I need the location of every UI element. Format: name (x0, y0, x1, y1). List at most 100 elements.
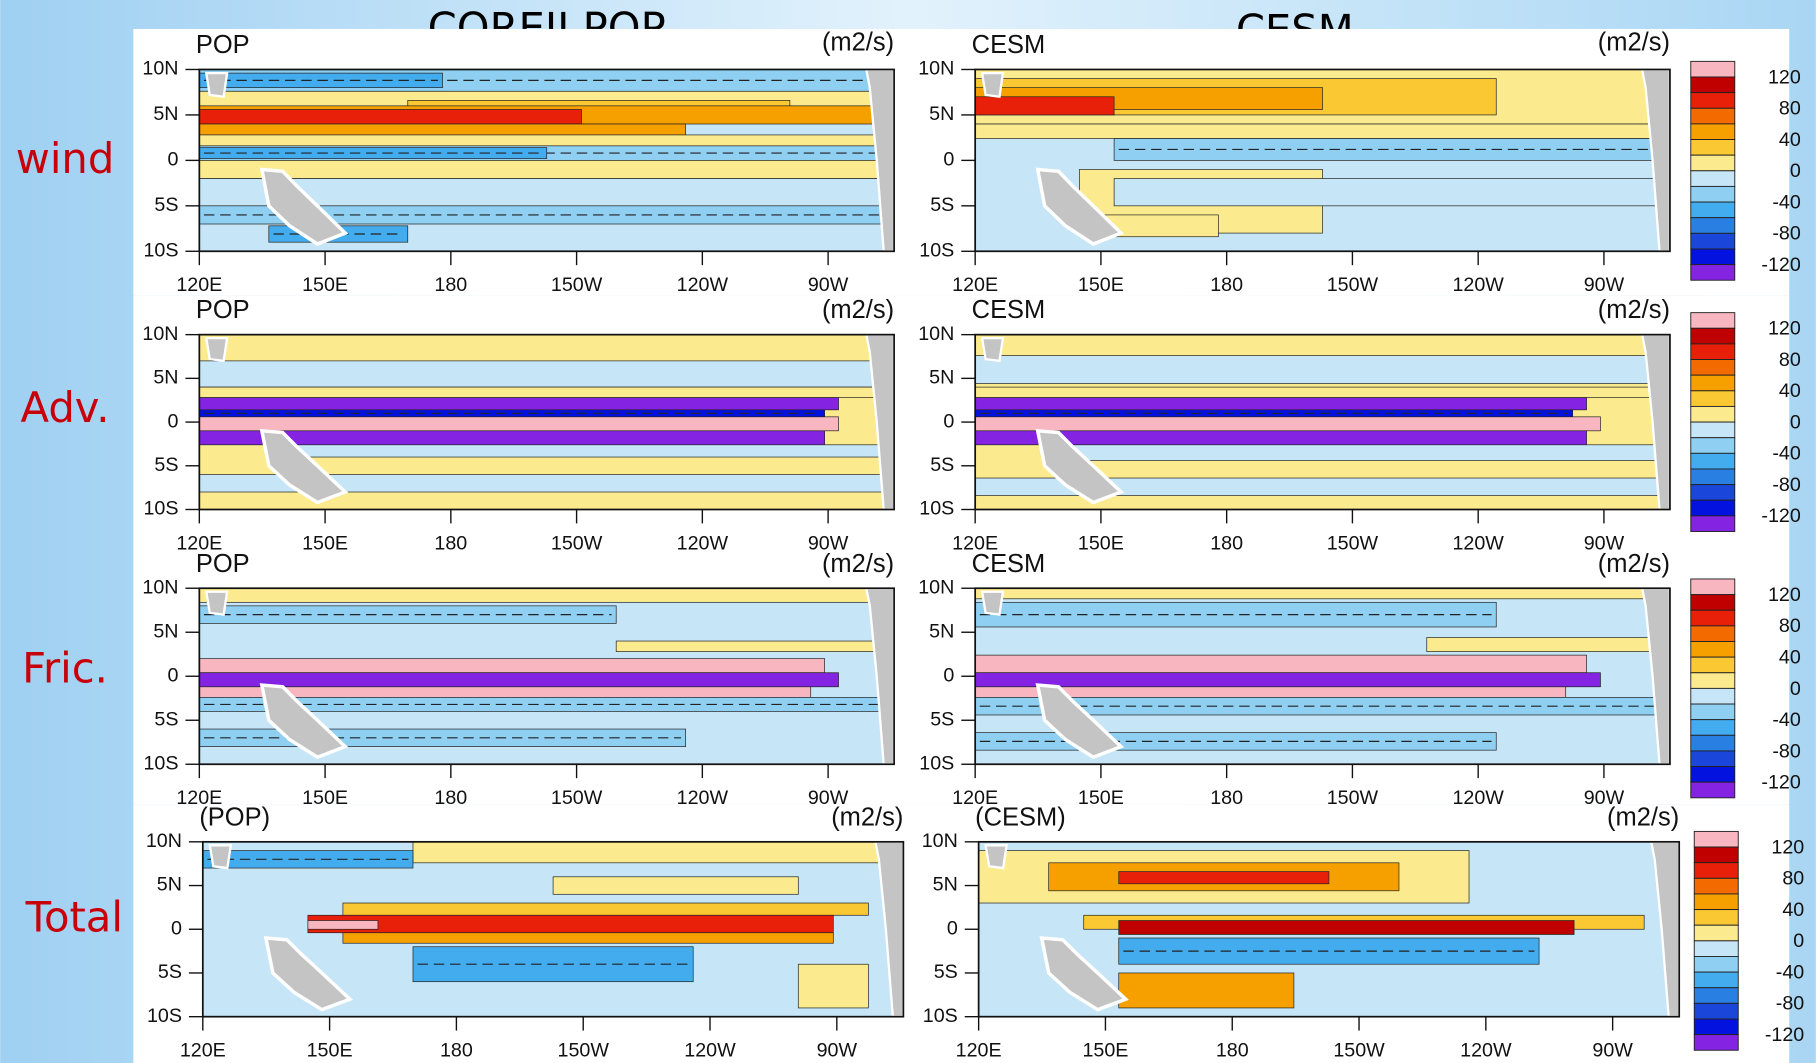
lat-label: 10N (142, 323, 178, 345)
slide: COREII POP CESM windPOP(m2/s)10N5N05S10S… (0, 0, 1816, 1063)
land (210, 845, 231, 868)
lon-label: 120W (684, 1040, 736, 1062)
contour-band (199, 124, 685, 135)
contour-band (1119, 872, 1329, 884)
contour-band (975, 124, 1670, 139)
colorbar-box (1691, 328, 1735, 344)
colorbar-box (1694, 1019, 1738, 1035)
colorbar-box (1691, 642, 1735, 658)
contour-band (199, 673, 838, 687)
colorbar-box (1691, 438, 1735, 454)
row-label: Adv. (21, 383, 110, 432)
colorbar-box (1691, 406, 1735, 422)
lat-label: 10N (922, 830, 958, 852)
lat-label: 5N (929, 367, 954, 389)
colorbar-box (1691, 233, 1735, 249)
lat-label: 0 (947, 917, 958, 939)
contour-band (798, 964, 868, 1008)
land (206, 592, 227, 615)
colorbar-box (1691, 171, 1735, 187)
units: (m2/s) (822, 29, 894, 57)
contour-band (1114, 139, 1670, 161)
lat-label: 5N (929, 103, 954, 125)
contour-band (199, 659, 824, 673)
colorbar-box (1691, 453, 1735, 469)
lon-label: 150W (1327, 274, 1379, 296)
lat-label: 10S (143, 752, 178, 774)
colorbar-label: -80 (1772, 740, 1800, 762)
land (206, 73, 227, 97)
contour-band (199, 160, 894, 178)
colorbar-box (1691, 751, 1735, 767)
contour-band (975, 356, 1670, 384)
lat-label: 5S (930, 708, 954, 730)
colorbar-label: 80 (1779, 349, 1801, 371)
lon-label: 150W (558, 1040, 610, 1062)
colorbar-label: 0 (1790, 160, 1801, 182)
colorbar-box (1694, 878, 1738, 894)
lat-label: 0 (943, 149, 954, 171)
colorbar-box (1694, 847, 1738, 863)
colorbar-box (1691, 782, 1735, 798)
colorbar-label: -120 (1761, 505, 1800, 527)
colorbar-box (1691, 344, 1735, 360)
colorbar-label: 120 (1768, 584, 1801, 606)
contour-band (1114, 179, 1670, 206)
colorbar-box (1691, 391, 1735, 407)
lat-label: 10S (143, 239, 178, 261)
units: (m2/s) (1607, 803, 1679, 831)
units: (m2/s) (822, 550, 894, 578)
colorbar-label: -40 (1772, 709, 1800, 731)
contour-band (975, 97, 1114, 115)
colorbar-box (1694, 972, 1738, 988)
colorbar-box (1691, 77, 1735, 93)
colorbar-box (1691, 579, 1735, 595)
lon-label: 150E (1078, 532, 1124, 554)
units: (m2/s) (1598, 550, 1670, 578)
colorbar-box (1694, 831, 1738, 847)
lat-label: 5N (153, 620, 178, 642)
colorbar-box (1691, 626, 1735, 642)
panel-label: POP (196, 31, 250, 59)
colorbar-box (1691, 124, 1735, 140)
contour-band (413, 842, 903, 863)
panel-label: (POP) (199, 803, 270, 831)
contour-band (1045, 445, 1670, 461)
colorbar-label: 0 (1790, 411, 1801, 433)
colorbar-box (1691, 610, 1735, 626)
lon-label: 120W (677, 532, 729, 554)
colorbar-label: 80 (1779, 615, 1801, 637)
lat-label: 10S (147, 1005, 182, 1027)
lon-label: 120W (677, 274, 729, 296)
panel-label: (CESM) (975, 803, 1066, 831)
contour-band (199, 361, 894, 387)
lat-label: 0 (168, 410, 179, 432)
contour-band (975, 588, 1670, 599)
lon-label: 150E (1078, 274, 1124, 296)
lon-label: 120E (952, 274, 998, 296)
colorbar-label: 40 (1779, 380, 1801, 402)
colorbar-label: -80 (1772, 474, 1800, 496)
colorbar-box (1694, 1003, 1738, 1019)
lon-label: 150E (307, 1040, 353, 1062)
panel-label: POP (196, 550, 250, 578)
lat-label: 5S (154, 708, 178, 730)
lon-label: 120E (180, 1040, 226, 1062)
lon-label: 150W (1333, 1040, 1385, 1062)
lat-label: 0 (168, 149, 179, 171)
colorbar-box (1691, 375, 1735, 391)
contour-band (1119, 973, 1294, 1008)
colorbar-box (1691, 360, 1735, 376)
lat-label: 10N (142, 576, 178, 598)
contour-band (343, 903, 868, 915)
panel-label: CESM (972, 550, 1046, 578)
colorbar-box (1691, 202, 1735, 218)
lat-label: 5S (154, 454, 178, 476)
lat-label: 5S (930, 454, 954, 476)
land (206, 338, 227, 361)
contour-band (975, 655, 1586, 673)
lon-label: 120E (956, 1040, 1002, 1062)
lon-label: 120W (1452, 532, 1504, 554)
lat-label: 5S (158, 961, 182, 983)
